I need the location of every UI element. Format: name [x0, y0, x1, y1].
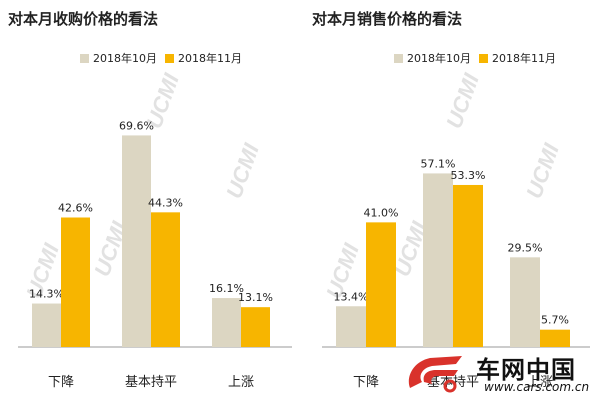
legend-item-nov: 2018年11月	[165, 50, 242, 66]
bar-chart-purchase: UCMI UCMIUCMIUCMI14.3%42.6%下降69.6%44.3%基本…	[18, 70, 292, 390]
data-label-oct-0: 14.3%	[29, 288, 64, 301]
legend-swatch-nov	[479, 53, 488, 63]
data-label-oct-0: 13.4%	[334, 290, 369, 303]
bar-nov-0	[366, 222, 396, 347]
brand-name: 车网中国	[476, 356, 576, 384]
legend-swatch-oct	[80, 53, 89, 63]
legend-item-oct: 2018年10月	[80, 50, 157, 66]
chart-panel-sales: 对本月销售价格的看法 2018年10月 2018年11月 UCMI UCMI UCM…	[300, 0, 600, 400]
legend-swatch-oct	[394, 53, 403, 63]
category-label-2: 上涨	[527, 375, 553, 390]
legend-swatch-nov	[165, 53, 174, 63]
bar-oct-0	[336, 306, 366, 347]
category-label-1: 基本持平	[125, 375, 177, 390]
bar-chart-sales: UCMI UCMIUCMIUCMI13.4%41.0%下降57.1%53.3%基本…	[321, 70, 590, 390]
data-label-nov-2: 13.1%	[238, 291, 273, 304]
brand-logo-block: 车网中国 www.cars.com.cn	[404, 350, 594, 396]
legend-item-nov: 2018年11月	[479, 50, 556, 66]
data-label-oct-2: 29.5%	[508, 241, 543, 254]
category-label-2: 上涨	[228, 375, 254, 390]
bar-nov-2	[540, 329, 570, 347]
bar-oct-2	[510, 257, 540, 347]
legend-label-oct: 2018年10月	[407, 52, 471, 65]
legend: 2018年10月 2018年11月	[394, 50, 556, 66]
category-label-0: 下降	[48, 375, 74, 390]
data-label-nov-0: 41.0%	[364, 206, 399, 219]
watermark-text: UCMI	[221, 140, 264, 202]
watermark-text: UCMI	[521, 140, 564, 202]
legend-label-oct: 2018年10月	[93, 52, 157, 65]
bar-oct-0	[32, 303, 61, 347]
bar-oct-2	[212, 298, 241, 347]
bar-nov-1	[453, 184, 483, 347]
data-label-nov-1: 44.3%	[148, 196, 183, 209]
brand-logo-icon	[408, 356, 462, 393]
chart-title: 对本月销售价格的看法	[312, 10, 463, 28]
bar-oct-1	[423, 173, 453, 347]
bar-nov-2	[241, 307, 270, 347]
bar-nov-0	[61, 217, 90, 347]
legend-item-oct: 2018年10月	[394, 50, 471, 66]
data-label-nov-1: 53.3%	[451, 169, 486, 182]
legend: 2018年10月 2018年11月	[80, 50, 242, 66]
data-label-nov-0: 42.6%	[58, 201, 93, 214]
data-label-oct-1: 57.1%	[421, 157, 456, 170]
brand-url: www.cars.com.cn	[484, 380, 590, 394]
watermark-text: UCMI	[441, 70, 484, 132]
category-label-0: 下降	[353, 375, 379, 390]
bar-oct-1	[122, 135, 151, 347]
data-label-oct-1: 69.6%	[119, 119, 154, 132]
chart-panel-purchase: 对本月收购价格的看法 2018年10月 2018年11月 UCMI UCMI UCM…	[8, 10, 292, 390]
legend-label-nov: 2018年11月	[178, 52, 242, 65]
data-label-oct-2: 16.1%	[209, 282, 244, 295]
data-label-nov-2: 5.7%	[541, 314, 569, 327]
legend-label-nov: 2018年11月	[492, 52, 556, 65]
bar-nov-1	[151, 212, 180, 347]
chart-title: 对本月收购价格的看法	[8, 10, 159, 28]
